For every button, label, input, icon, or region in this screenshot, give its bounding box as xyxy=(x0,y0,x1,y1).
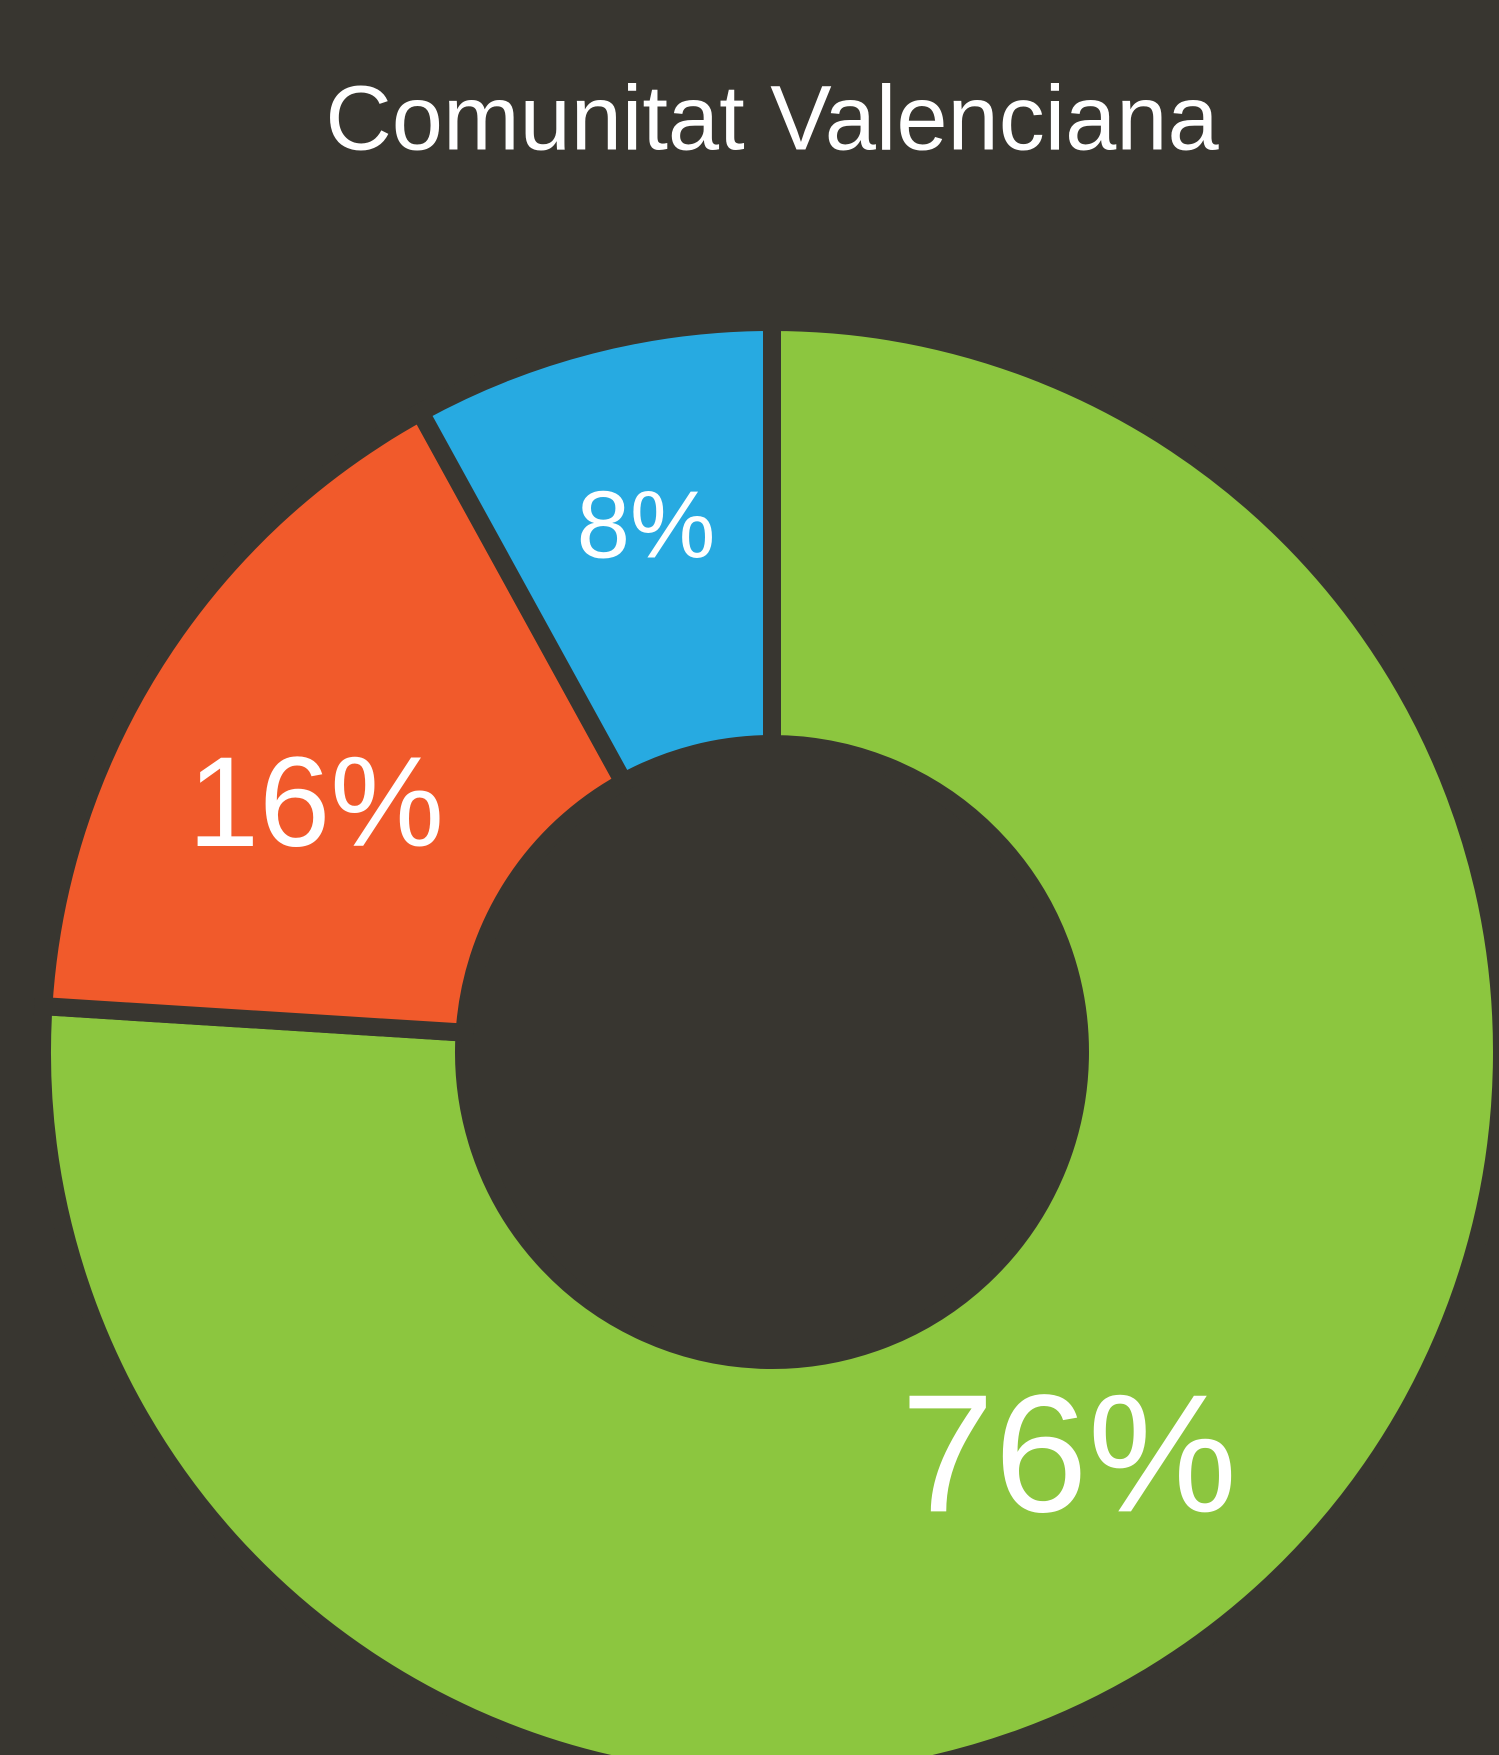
data-label: 76% xyxy=(901,1359,1237,1547)
donut-slice xyxy=(408,312,781,795)
donut-slice xyxy=(33,312,1499,1755)
data-label: 16% xyxy=(188,731,444,874)
donut-slice xyxy=(33,400,636,1043)
chart-title: Comunitat Valenciana xyxy=(325,67,1219,169)
data-label: 8% xyxy=(577,471,716,578)
